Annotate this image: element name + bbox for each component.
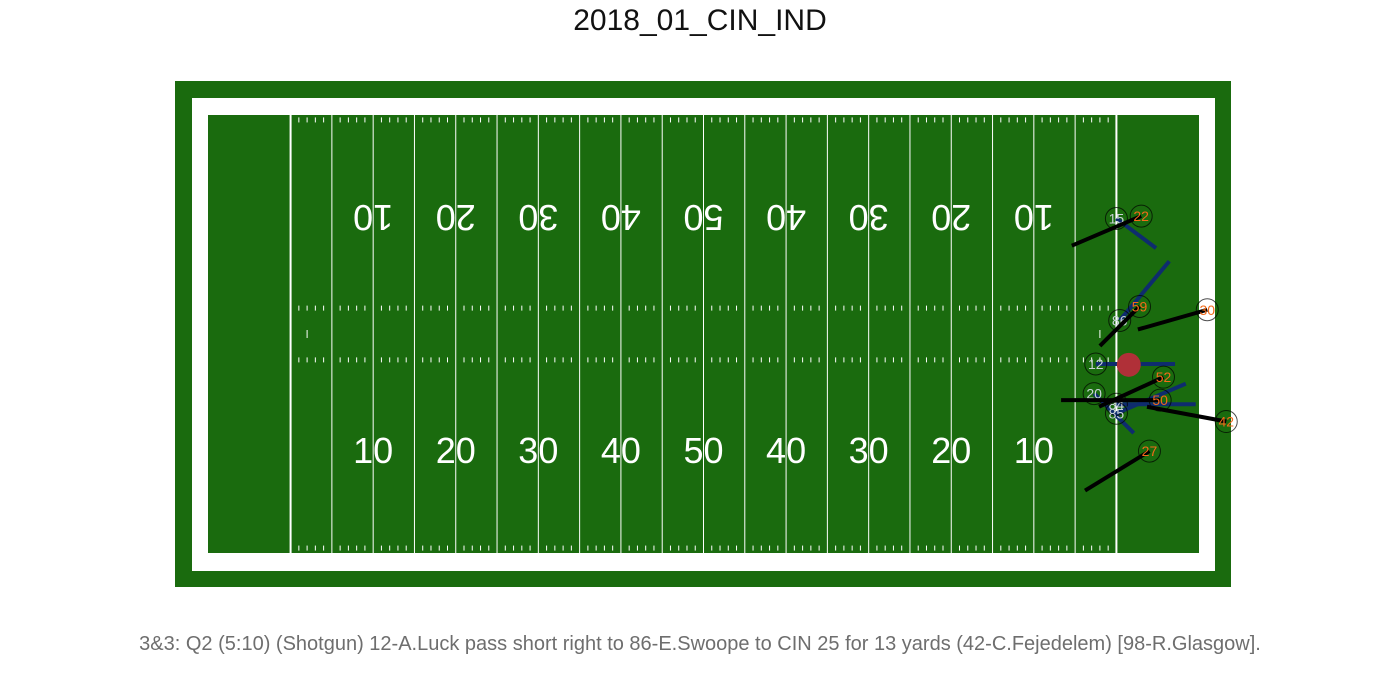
yard-number: 40 <box>601 430 641 471</box>
defense-player-marker <box>1214 410 1238 434</box>
yard-number-upside-down: 20 <box>931 197 971 238</box>
yard-number: 10 <box>353 430 393 471</box>
offense-player-jersey: 15 <box>1109 211 1125 227</box>
play-description: 3&3: Q2 (5:10) (Shotgun) 12-A.Luck pass … <box>139 633 1261 655</box>
defense-direction-arrow <box>1098 305 1141 348</box>
yard-number-upside-down: 40 <box>766 197 806 238</box>
offense-player-marker <box>1104 207 1128 231</box>
defense-player-jersey: 50 <box>1152 392 1168 408</box>
field-markings <box>289 115 1118 553</box>
yard-number: 30 <box>518 430 558 471</box>
yard-number-upside-down: 50 <box>683 197 723 238</box>
football <box>1116 352 1141 377</box>
offense-player-marker <box>1082 382 1106 406</box>
yard-number-upside-down: 10 <box>353 197 393 238</box>
defense-player-marker <box>1129 204 1153 228</box>
defense-direction-arrow <box>1146 404 1227 424</box>
yard-number-upside-down: 30 <box>849 197 889 238</box>
defense-player-marker <box>1137 439 1161 463</box>
yard-number-upside-down: 20 <box>436 197 476 238</box>
yard-numbers: 10 20 30 40 50 40 30 20 10 10 20 30 40 50 40 30 20 10 <box>353 197 1054 471</box>
yard-number: 20 <box>931 430 971 471</box>
yard-number: 40 <box>766 430 806 471</box>
offense-player-marker <box>1104 401 1128 425</box>
yard-number: 20 <box>436 430 476 471</box>
defense-direction-arrow <box>1071 214 1142 248</box>
yard-number: 30 <box>849 430 889 471</box>
play-title: 2018_01_CIN_IND <box>573 4 827 37</box>
defense-player-jersey: 27 <box>1142 443 1158 459</box>
offense-player-marker <box>1108 308 1132 332</box>
defense-direction-arrow <box>1137 307 1208 332</box>
defense-player-jersey: 52 <box>1156 369 1172 385</box>
offense-player-marker <box>1084 352 1108 376</box>
offense-direction-arrow <box>1118 259 1171 322</box>
yard-number: 50 <box>683 430 723 471</box>
offense-player-jersey: 85 <box>1109 405 1125 421</box>
defense-direction-arrow <box>1083 449 1151 493</box>
offense-player-jersey: 12 <box>1088 356 1104 372</box>
yard-number-upside-down: 30 <box>518 197 558 238</box>
yard-number-upside-down: 10 <box>1014 197 1054 238</box>
defense-player-jersey: 22 <box>1133 208 1149 224</box>
yard-number-upside-down: 40 <box>601 197 641 238</box>
defense-player-jersey: 59 <box>1132 298 1148 314</box>
offense-player-jersey: 20 <box>1086 386 1102 402</box>
defense-player-marker <box>1195 298 1219 322</box>
defense-player-marker <box>1128 294 1152 318</box>
defense-player-marker <box>1151 365 1175 389</box>
defense-player-jersey: 42 <box>1218 414 1234 430</box>
defense-player-jersey: 30 <box>1199 302 1215 318</box>
yard-number: 10 <box>1014 430 1054 471</box>
